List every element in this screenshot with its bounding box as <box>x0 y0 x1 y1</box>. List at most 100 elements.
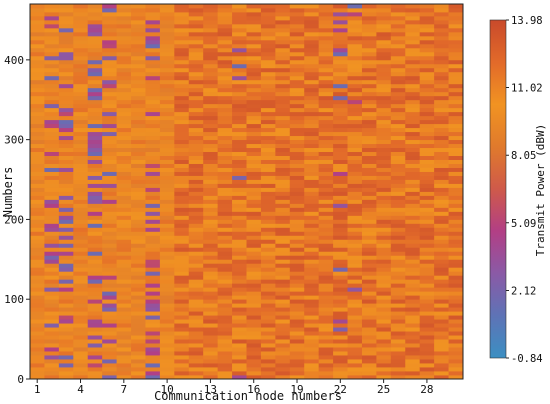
heatmap-cell <box>131 35 146 41</box>
heatmap-cell <box>131 155 146 160</box>
heatmap-cell <box>232 163 247 168</box>
heatmap-cell <box>217 179 233 184</box>
heatmap-cell <box>419 235 435 240</box>
heatmap-cell <box>174 7 190 13</box>
heatmap-cell <box>159 371 175 376</box>
heatmap-cell <box>58 211 74 216</box>
heatmap-cell <box>246 27 262 33</box>
heatmap-cell <box>174 71 190 77</box>
heatmap-cell <box>275 103 291 109</box>
heatmap-cell <box>260 4 276 9</box>
heatmap-cell <box>87 4 103 9</box>
heatmap-cell <box>73 15 89 21</box>
heatmap-cell <box>419 363 435 368</box>
heatmap-cell <box>289 295 305 300</box>
heatmap-cell <box>30 43 45 49</box>
heatmap-cell <box>30 271 45 276</box>
heatmap-cell <box>232 343 247 348</box>
heatmap-cell <box>260 95 276 101</box>
heatmap-cell <box>390 99 406 105</box>
heatmap-cell <box>361 215 377 220</box>
heatmap-cell <box>289 155 305 160</box>
heatmap-cell <box>347 11 363 17</box>
heatmap-cell <box>217 191 233 196</box>
heatmap-cell <box>217 171 233 176</box>
heatmap-cell <box>390 183 406 188</box>
heatmap-cell <box>102 303 117 308</box>
heatmap-cell <box>275 243 291 248</box>
heatmap-cell <box>58 359 74 364</box>
heatmap-cell <box>73 351 89 356</box>
heatmap-cell <box>174 91 190 97</box>
heatmap-cell <box>44 59 60 65</box>
heatmap-cell <box>260 271 276 276</box>
heatmap-cell <box>304 355 320 360</box>
heatmap-cell <box>333 263 348 268</box>
heatmap-cell <box>246 295 262 300</box>
heatmap-cell <box>102 199 117 204</box>
heatmap-cell <box>333 63 348 69</box>
heatmap-cell <box>188 11 204 17</box>
heatmap-cell <box>434 91 449 97</box>
x-tick-label: 7 <box>121 383 128 396</box>
heatmap-cell <box>376 295 392 300</box>
heatmap-cell <box>73 75 89 81</box>
heatmap-cell <box>333 39 348 45</box>
heatmap-cell <box>390 95 406 101</box>
heatmap-cell <box>131 275 146 280</box>
heatmap-cell <box>361 267 377 272</box>
heatmap-cell <box>203 103 219 109</box>
heatmap-cell <box>203 199 219 204</box>
heatmap-cell <box>174 163 190 168</box>
heatmap-cell <box>419 67 435 73</box>
heatmap-cell <box>58 79 74 85</box>
heatmap-cell <box>87 135 103 141</box>
heatmap-cell <box>58 183 74 188</box>
heatmap-cell <box>260 199 276 204</box>
heatmap-cell <box>390 83 406 89</box>
heatmap-cell <box>246 187 262 192</box>
heatmap-cell <box>304 147 320 153</box>
heatmap-cell <box>203 251 219 256</box>
heatmap-cell <box>434 31 449 37</box>
heatmap-cell <box>203 195 219 200</box>
heatmap-cell <box>116 351 132 356</box>
heatmap-cell <box>246 215 262 220</box>
heatmap-cell <box>102 27 117 33</box>
heatmap-cell <box>73 187 89 192</box>
heatmap-cell <box>246 147 262 153</box>
heatmap-cell <box>58 275 74 280</box>
heatmap-cell <box>44 63 60 69</box>
heatmap-cell <box>390 143 406 149</box>
heatmap-cell <box>116 339 132 344</box>
heatmap-cell <box>318 227 334 232</box>
heatmap-cell <box>347 179 363 184</box>
heatmap-cell <box>102 239 117 244</box>
heatmap-cell <box>304 4 320 9</box>
heatmap-cell <box>159 243 175 248</box>
heatmap-cell <box>318 287 334 292</box>
heatmap-cell <box>217 275 233 280</box>
heatmap-cell <box>390 163 406 168</box>
heatmap-cell <box>30 115 45 121</box>
heatmap-cell <box>434 311 449 316</box>
heatmap-cell <box>304 359 320 364</box>
heatmap-cell <box>116 335 132 340</box>
heatmap-cell <box>102 203 117 208</box>
heatmap-cell <box>232 75 247 81</box>
heatmap-cell <box>289 347 305 352</box>
heatmap-cell <box>188 7 204 13</box>
heatmap-cell <box>347 335 363 340</box>
heatmap-cell <box>102 259 117 264</box>
heatmap-cell <box>419 327 435 332</box>
heatmap-cell <box>260 311 276 316</box>
heatmap-cell <box>116 299 132 304</box>
heatmap-cell <box>159 259 175 264</box>
heatmap-cell <box>58 175 74 180</box>
heatmap-cell <box>304 251 320 256</box>
heatmap-cell <box>159 39 175 45</box>
heatmap-cell <box>289 243 305 248</box>
heatmap-cell <box>102 323 117 328</box>
heatmap-cell <box>260 223 276 228</box>
heatmap-cell <box>304 323 320 328</box>
